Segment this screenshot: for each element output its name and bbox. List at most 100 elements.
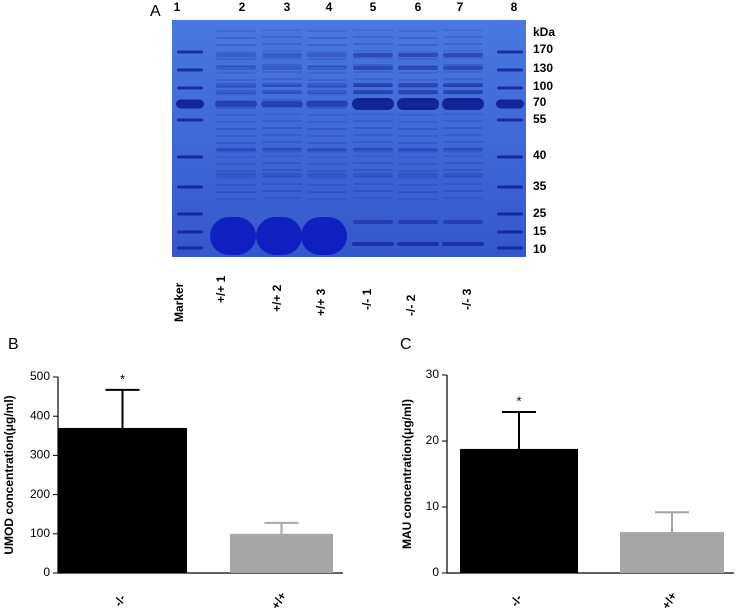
x-tick-label: -/- — [507, 592, 525, 609]
panel-label: C — [400, 336, 412, 353]
band — [262, 36, 302, 38]
band — [353, 162, 393, 164]
band — [353, 29, 393, 31]
band — [443, 64, 483, 66]
lane-label: -/- 3 — [460, 288, 474, 310]
band — [353, 90, 393, 94]
kda-marker: 25 — [533, 206, 547, 220]
band — [398, 156, 438, 158]
band — [398, 142, 438, 144]
band — [443, 57, 483, 59]
band — [398, 114, 438, 116]
kda-marker: 15 — [533, 224, 547, 238]
band — [307, 86, 347, 88]
band — [307, 191, 347, 193]
band — [443, 71, 483, 73]
band — [307, 121, 347, 123]
band — [398, 184, 438, 186]
y-tick-label: 500 — [30, 369, 50, 383]
band — [262, 197, 302, 199]
band — [262, 83, 302, 87]
band — [262, 64, 302, 66]
band — [443, 36, 483, 38]
band — [177, 50, 203, 54]
kda-marker: 40 — [533, 148, 547, 162]
band — [216, 142, 256, 144]
band — [262, 66, 302, 70]
band — [216, 30, 256, 32]
band — [497, 212, 523, 216]
band — [262, 71, 302, 73]
band — [443, 169, 483, 171]
band — [353, 176, 393, 178]
band — [443, 197, 483, 199]
band — [443, 147, 483, 153]
kda-marker: 130 — [533, 61, 553, 75]
band — [398, 58, 438, 60]
band — [353, 134, 393, 136]
band — [443, 220, 483, 224]
band — [262, 120, 302, 122]
band — [443, 78, 483, 80]
band — [353, 127, 393, 129]
significance-label: * — [516, 393, 521, 408]
band — [442, 98, 484, 110]
band — [443, 66, 483, 70]
band — [216, 177, 256, 179]
band — [307, 93, 347, 95]
band — [497, 68, 523, 72]
band — [353, 71, 393, 73]
panel-label: A — [150, 3, 161, 20]
band — [443, 148, 483, 150]
band — [307, 128, 347, 130]
band — [307, 163, 347, 165]
band — [216, 156, 256, 158]
kda-marker: 100 — [533, 79, 553, 93]
kda-marker: 70 — [533, 95, 547, 109]
bar — [58, 427, 187, 573]
band — [497, 86, 523, 90]
y-tick-label: 30 — [426, 367, 440, 381]
band — [216, 173, 256, 177]
band — [443, 176, 483, 178]
band — [256, 217, 302, 255]
band — [307, 198, 347, 200]
band — [398, 198, 438, 200]
band — [398, 220, 438, 224]
lane-number: 3 — [284, 0, 291, 14]
band — [306, 101, 348, 107]
band — [353, 36, 393, 38]
band — [216, 170, 256, 172]
band — [307, 114, 347, 116]
band — [443, 155, 483, 157]
x-tick-label: -/- — [111, 592, 129, 609]
band — [497, 246, 523, 250]
y-axis-label: UMOD concentration(μg/ml) — [2, 395, 16, 554]
band — [398, 147, 438, 153]
band — [177, 246, 203, 250]
band — [443, 85, 483, 87]
significance-label: * — [120, 371, 125, 386]
band — [353, 53, 393, 57]
band — [443, 90, 483, 94]
band — [216, 147, 256, 153]
band — [216, 37, 256, 39]
band — [216, 66, 256, 70]
band — [216, 83, 256, 87]
band — [262, 183, 302, 185]
band — [496, 99, 524, 109]
band — [398, 121, 438, 123]
band — [353, 43, 393, 45]
band — [443, 83, 483, 87]
band — [216, 93, 256, 95]
band — [216, 121, 256, 123]
panel-label: B — [8, 336, 19, 353]
band — [353, 50, 393, 52]
band — [442, 242, 484, 246]
band — [216, 58, 256, 60]
band — [216, 53, 256, 57]
band — [210, 217, 256, 255]
band — [307, 149, 347, 151]
band — [307, 170, 347, 172]
y-tick-label: 0 — [432, 565, 439, 579]
